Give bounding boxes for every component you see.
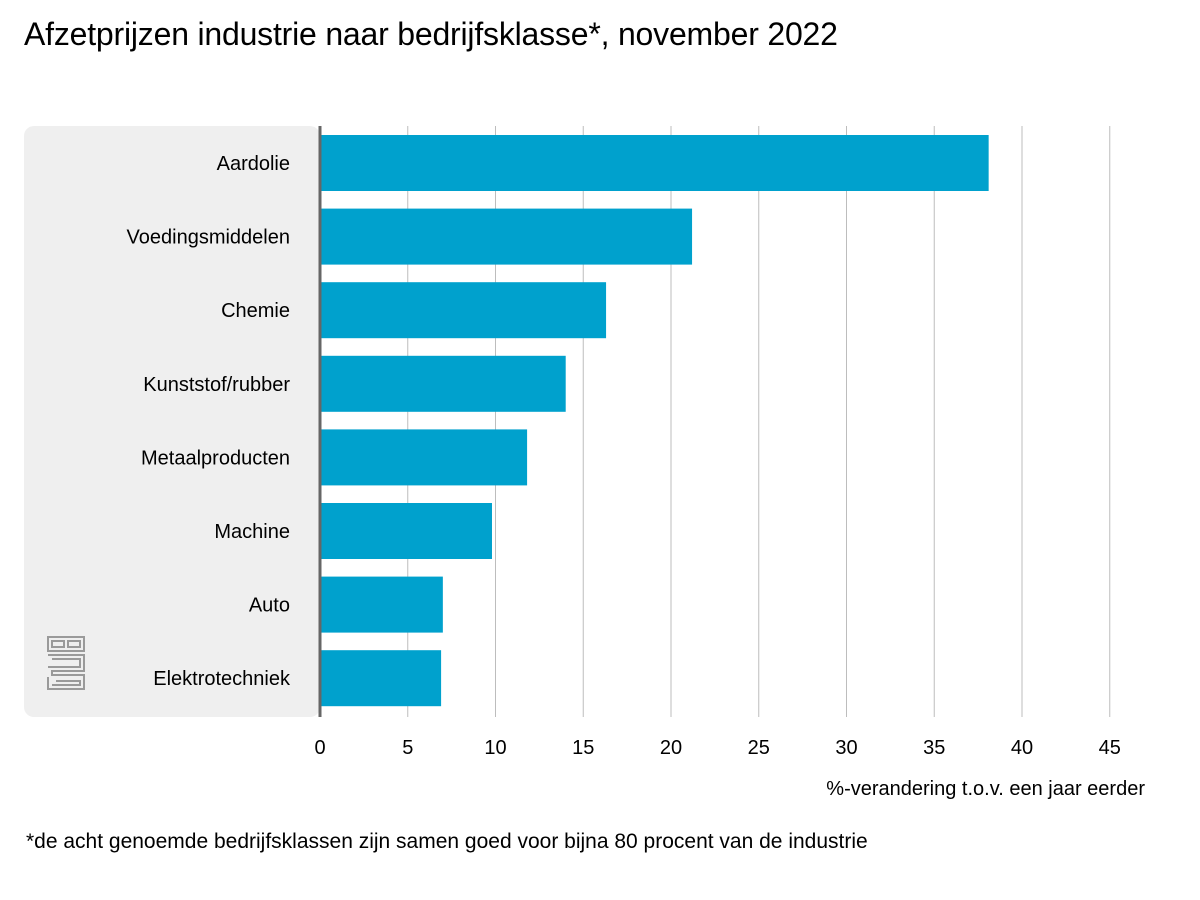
category-label: Voedingsmiddelen bbox=[127, 227, 290, 249]
bar bbox=[320, 650, 442, 707]
category-label: Machine bbox=[214, 521, 290, 543]
category-label: Aardolie bbox=[217, 153, 290, 175]
footnote: *de acht genoemde bedrijfsklassen zijn s… bbox=[26, 830, 868, 853]
x-tick-label: 15 bbox=[572, 737, 594, 759]
category-label: Metaalproducten bbox=[141, 447, 290, 469]
x-tick-label: 0 bbox=[314, 737, 325, 759]
x-axis-title: %-verandering t.o.v. een jaar eerder bbox=[826, 778, 1145, 800]
bar bbox=[320, 208, 693, 265]
x-tick-label: 5 bbox=[402, 737, 413, 759]
x-tick-label: 20 bbox=[660, 737, 682, 759]
bar bbox=[320, 135, 989, 191]
bar bbox=[320, 355, 566, 412]
x-tick-labels: 0 5 10 15 20 25 30 35 40 45 bbox=[314, 737, 1120, 759]
x-tick-label: 45 bbox=[1099, 737, 1121, 759]
cbs-logo-icon bbox=[47, 636, 85, 690]
category-panel bbox=[24, 126, 320, 717]
x-tick-label: 40 bbox=[1011, 737, 1033, 759]
chart-title: Afzetprijzen industrie naar bedrijfsklas… bbox=[24, 16, 838, 52]
category-labels: Aardolie Voedingsmiddelen Chemie Kunststof/… bbox=[127, 153, 291, 690]
bar bbox=[320, 429, 528, 486]
bar bbox=[320, 503, 492, 559]
category-label: Kunststof/rubber bbox=[143, 374, 290, 396]
category-label: Elektrotechniek bbox=[153, 668, 291, 690]
x-tick-label: 25 bbox=[748, 737, 770, 759]
x-tick-label: 35 bbox=[923, 737, 945, 759]
bar bbox=[320, 576, 443, 633]
bars bbox=[320, 135, 989, 707]
x-tick-label: 10 bbox=[484, 737, 506, 759]
bar bbox=[320, 282, 607, 339]
category-label: Chemie bbox=[221, 300, 290, 322]
category-label: Auto bbox=[249, 595, 290, 617]
x-tick-label: 30 bbox=[835, 737, 857, 759]
